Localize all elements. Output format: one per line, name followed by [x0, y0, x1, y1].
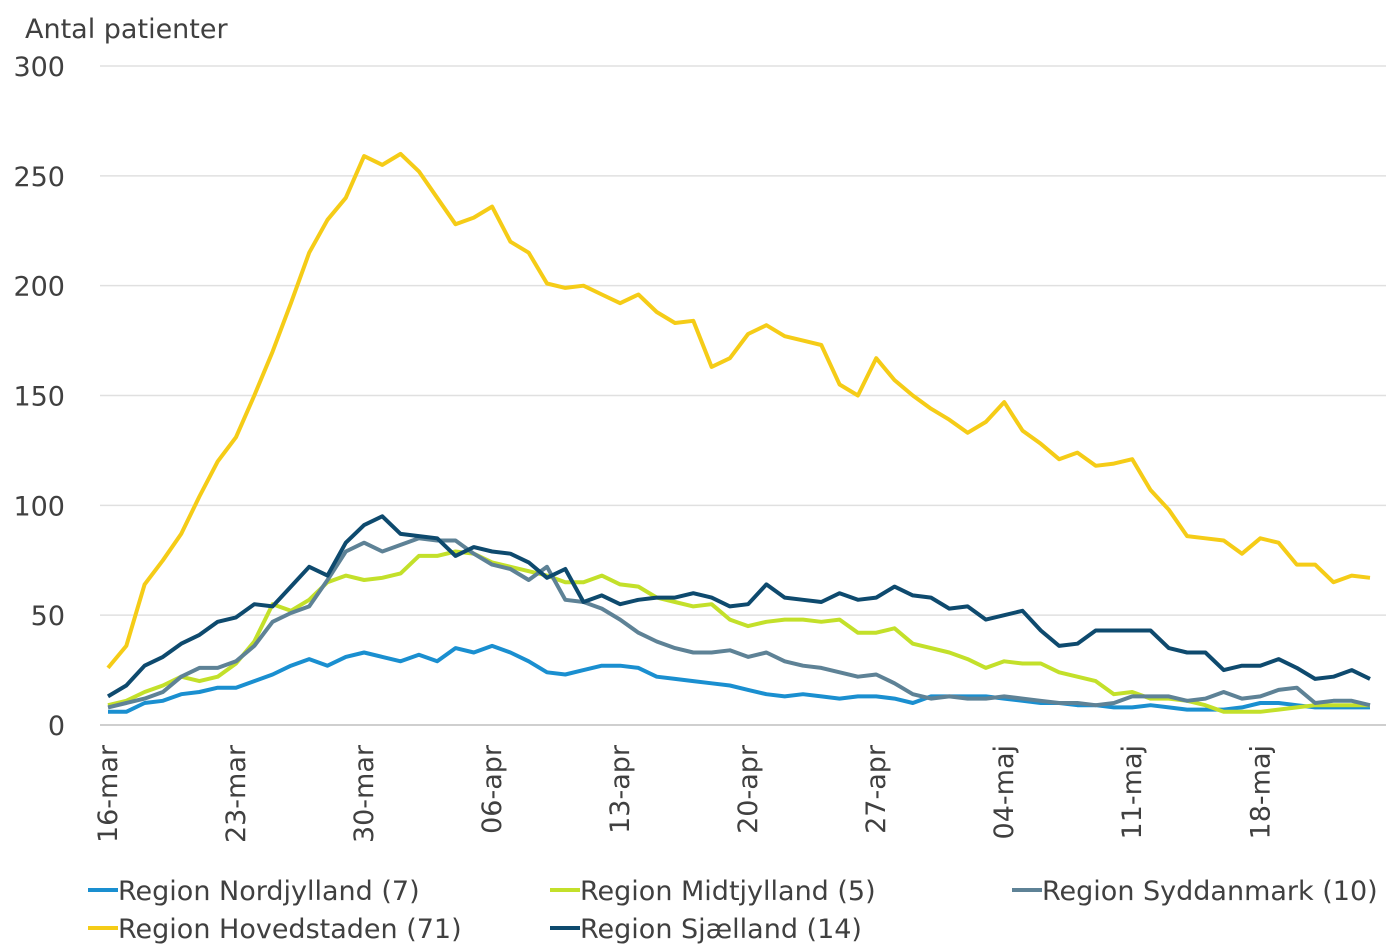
- x-tick-label: 06-apr: [477, 744, 508, 834]
- y-tick-label: 300: [13, 52, 65, 83]
- y-tick-label: 250: [13, 162, 65, 193]
- y-tick-label: 200: [13, 272, 65, 303]
- x-tick-label: 16-mar: [93, 744, 124, 843]
- legend-label: Region Midtjylland (5): [580, 876, 876, 907]
- legend-label: Region Syddanmark (10): [1042, 876, 1378, 907]
- y-tick-label: 150: [13, 382, 65, 413]
- x-tick-label: 18-maj: [1245, 745, 1276, 839]
- x-tick-label: 04-maj: [989, 745, 1020, 839]
- legend-label: Region Sjælland (14): [580, 914, 862, 945]
- y-tick-label: 100: [13, 491, 65, 522]
- x-tick-label: 30-mar: [349, 744, 380, 843]
- x-tick-label: 23-mar: [221, 744, 252, 843]
- y-axis-label: Antal patienter: [25, 14, 228, 45]
- series-line: [106, 514, 1371, 699]
- x-tick-label: 13-apr: [605, 744, 636, 834]
- x-tick-label: 20-apr: [733, 744, 764, 834]
- series-line: [106, 151, 1371, 670]
- series-line: [107, 536, 1371, 710]
- y-tick-label: 0: [48, 711, 65, 742]
- x-tick-label: 27-apr: [861, 744, 892, 834]
- y-tick-label: 50: [31, 601, 65, 632]
- series-line: [108, 643, 1370, 714]
- legend-label: Region Hovedstaden (71): [118, 914, 462, 945]
- legend-label: Region Nordjylland (7): [118, 876, 420, 907]
- x-tick-label: 11-maj: [1117, 745, 1148, 839]
